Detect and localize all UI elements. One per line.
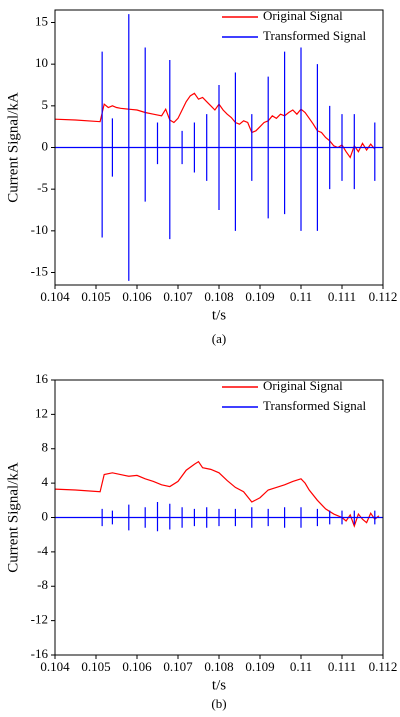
y-axis-label: Current Signal/kA bbox=[5, 92, 21, 203]
y-tick-label: 4 bbox=[42, 474, 49, 489]
x-tick-label: 0.107 bbox=[163, 289, 193, 304]
x-tick-label: 0.105 bbox=[81, 659, 110, 674]
series-line bbox=[55, 14, 383, 281]
y-tick-label: -15 bbox=[31, 263, 48, 278]
x-tick-label: 0.111 bbox=[328, 659, 356, 674]
x-tick-label: 0.112 bbox=[369, 289, 398, 304]
plot-frame bbox=[54, 9, 384, 286]
series-line bbox=[55, 460, 380, 528]
y-tick-label: 12 bbox=[35, 405, 48, 420]
x-tick-label: 0.104 bbox=[40, 659, 70, 674]
plot-frame bbox=[54, 379, 384, 656]
x-tick-label: 0.105 bbox=[81, 289, 110, 304]
x-tick-label: 0.112 bbox=[369, 659, 398, 674]
x-tick-label: 0.109 bbox=[245, 659, 274, 674]
y-tick-label: 16 bbox=[35, 371, 49, 386]
legend-label: Original Signal bbox=[263, 378, 343, 393]
legend-label: Original Signal bbox=[263, 8, 343, 23]
series-line bbox=[55, 92, 376, 159]
y-tick-label: 10 bbox=[35, 55, 48, 70]
x-tick-label: 0.106 bbox=[122, 659, 152, 674]
x-tick-label: 0.108 bbox=[204, 289, 233, 304]
y-tick-label: 0 bbox=[42, 138, 49, 153]
x-tick-label: 0.104 bbox=[40, 289, 70, 304]
y-tick-label: 15 bbox=[35, 13, 48, 28]
caption: (b) bbox=[211, 696, 226, 711]
y-axis-label: Current Signal/kA bbox=[5, 462, 21, 573]
x-tick-label: 0.111 bbox=[328, 289, 356, 304]
legend-label: Transformed Signal bbox=[263, 28, 367, 43]
x-axis-label: t/s bbox=[212, 677, 226, 693]
x-tick-label: 0.108 bbox=[204, 659, 233, 674]
x-tick-label: 0.106 bbox=[122, 289, 152, 304]
y-tick-label: -5 bbox=[37, 180, 48, 195]
y-tick-label: -16 bbox=[31, 646, 49, 661]
x-tick-label: 0.107 bbox=[163, 659, 193, 674]
legend-label: Transformed Signal bbox=[263, 398, 367, 413]
caption: (a) bbox=[212, 331, 226, 346]
y-tick-label: -10 bbox=[31, 222, 48, 237]
y-tick-label: -4 bbox=[37, 543, 48, 558]
y-tick-label: -12 bbox=[31, 612, 48, 627]
series-line bbox=[55, 502, 383, 532]
y-tick-label: 5 bbox=[42, 97, 49, 112]
x-tick-label: 0.11 bbox=[290, 659, 312, 674]
y-tick-label: -8 bbox=[37, 577, 48, 592]
y-tick-label: 8 bbox=[42, 440, 49, 455]
x-tick-label: 0.11 bbox=[290, 289, 312, 304]
x-axis-label: t/s bbox=[212, 307, 226, 323]
y-tick-label: 0 bbox=[42, 508, 49, 523]
x-tick-label: 0.109 bbox=[245, 289, 274, 304]
